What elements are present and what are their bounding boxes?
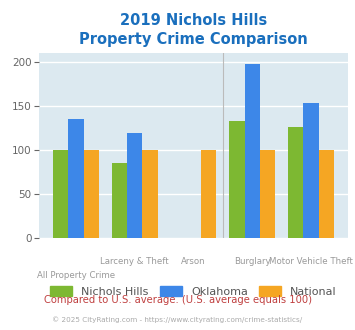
Text: Arson: Arson xyxy=(181,257,206,266)
Text: Compared to U.S. average. (U.S. average equals 100): Compared to U.S. average. (U.S. average … xyxy=(44,295,311,305)
Text: Larceny & Theft: Larceny & Theft xyxy=(100,257,169,266)
Bar xyxy=(84,149,99,238)
Title: 2019 Nichols Hills
Property Crime Comparison: 2019 Nichols Hills Property Crime Compar… xyxy=(79,13,308,48)
Text: Burglary: Burglary xyxy=(234,257,271,266)
Bar xyxy=(53,150,69,238)
Legend: Nichols Hills, Oklahoma, National: Nichols Hills, Oklahoma, National xyxy=(46,282,341,302)
Text: All Property Crime: All Property Crime xyxy=(37,271,115,280)
Bar xyxy=(127,133,142,238)
Bar xyxy=(201,149,217,238)
Bar xyxy=(288,127,303,238)
Bar xyxy=(69,119,84,238)
Text: © 2025 CityRating.com - https://www.cityrating.com/crime-statistics/: © 2025 CityRating.com - https://www.city… xyxy=(53,317,302,323)
Bar xyxy=(245,64,260,238)
Bar xyxy=(142,149,158,238)
Bar xyxy=(112,163,127,238)
Bar xyxy=(303,103,318,238)
Text: Motor Vehicle Theft: Motor Vehicle Theft xyxy=(269,257,353,266)
Bar xyxy=(318,149,334,238)
Bar xyxy=(229,120,245,238)
Bar xyxy=(260,149,275,238)
